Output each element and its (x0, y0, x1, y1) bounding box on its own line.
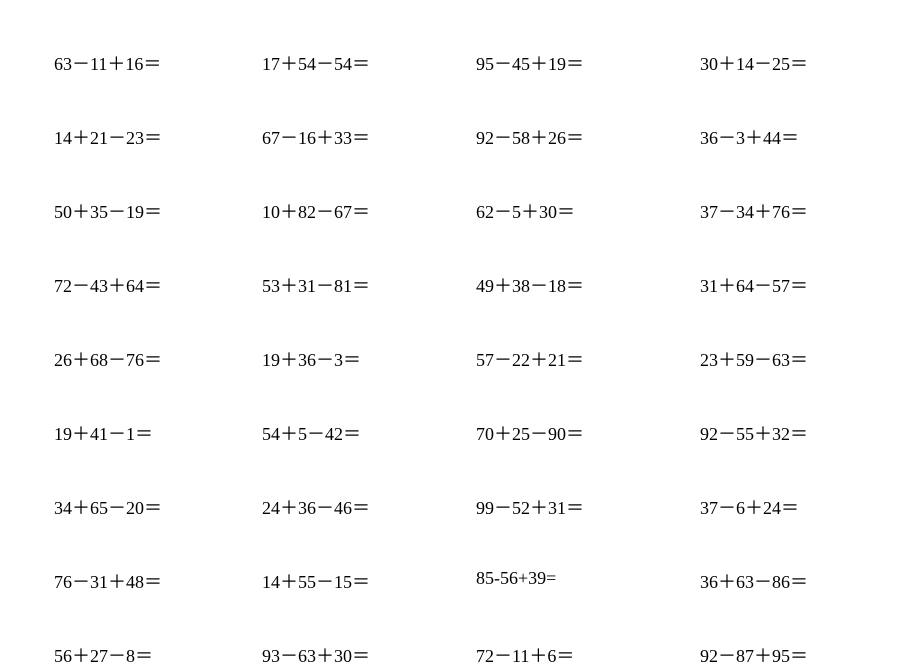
problem-cell: 31＋64－57＝ (700, 272, 808, 298)
problem-cell: 37－34＋76＝ (700, 198, 808, 224)
problem-cell: 99－52＋31＝ (476, 494, 700, 520)
problem-cell: 17＋54－54＝ (262, 50, 476, 76)
problem-cell: 72－43＋64＝ (54, 272, 262, 298)
row-2: 50＋35－19＝ 10＋82－67＝ 62－5＋30＝ 37－34＋76＝ (54, 198, 920, 224)
problem-cell: 53＋31－81＝ (262, 272, 476, 298)
row-0: 63－11＋16＝ 17＋54－54＝ 95－45＋19＝ 30＋14－25＝ (54, 50, 920, 76)
problem-cell: 92－58＋26＝ (476, 124, 700, 150)
row-7: 76－31＋48＝ 14＋55－15＝ 85-56+39= 36＋63－86＝ (54, 568, 920, 594)
problem-cell: 36－3＋44＝ (700, 124, 799, 150)
problem-cell: 50＋35－19＝ (54, 198, 262, 224)
row-6: 34＋65－20＝ 24＋36－46＝ 99－52＋31＝ 37－6＋24＝ (54, 494, 920, 520)
problem-cell: 63－11＋16＝ (54, 50, 262, 76)
problem-cell: 92－87＋95＝ (700, 642, 808, 668)
row-8: 56＋27－8＝ 93－63＋30＝ 72－11＋6＝ 92－87＋95＝ (54, 642, 920, 668)
problem-cell: 19＋41－1＝ (54, 420, 262, 446)
problem-cell: 49＋38－18＝ (476, 272, 700, 298)
problem-cell: 85-56+39= (476, 568, 700, 594)
row-5: 19＋41－1＝ 54＋5－42＝ 70＋25－90＝ 92－55＋32＝ (54, 420, 920, 446)
problem-cell: 19＋36－3＝ (262, 346, 476, 372)
problem-cell: 14＋55－15＝ (262, 568, 476, 594)
problem-cell: 76－31＋48＝ (54, 568, 262, 594)
problem-cell: 62－5＋30＝ (476, 198, 700, 224)
worksheet: 63－11＋16＝ 17＋54－54＝ 95－45＋19＝ 30＋14－25＝ … (0, 0, 920, 651)
problem-cell: 14＋21－23＝ (54, 124, 262, 150)
row-1: 14＋21－23＝ 67－16＋33＝ 92－58＋26＝ 36－3＋44＝ (54, 124, 920, 150)
row-4: 26＋68－76＝ 19＋36－3＝ 57－22＋21＝ 23＋59－63＝ (54, 346, 920, 372)
problem-cell: 70＋25－90＝ (476, 420, 700, 446)
problem-cell: 95－45＋19＝ (476, 50, 700, 76)
row-3: 72－43＋64＝ 53＋31－81＝ 49＋38－18＝ 31＋64－57＝ (54, 272, 920, 298)
problem-cell: 30＋14－25＝ (700, 50, 808, 76)
problem-cell: 23＋59－63＝ (700, 346, 808, 372)
problem-cell: 56＋27－8＝ (54, 642, 262, 668)
problem-cell: 37－6＋24＝ (700, 494, 799, 520)
problem-cell: 24＋36－46＝ (262, 494, 476, 520)
problem-cell: 57－22＋21＝ (476, 346, 700, 372)
problem-cell: 92－55＋32＝ (700, 420, 808, 446)
problem-cell: 26＋68－76＝ (54, 346, 262, 372)
problem-cell: 10＋82－67＝ (262, 198, 476, 224)
problem-cell: 93－63＋30＝ (262, 642, 476, 668)
problem-cell: 36＋63－86＝ (700, 568, 808, 594)
problem-cell: 54＋5－42＝ (262, 420, 476, 446)
problem-cell: 72－11＋6＝ (476, 642, 700, 668)
problem-cell: 34＋65－20＝ (54, 494, 262, 520)
problem-cell: 67－16＋33＝ (262, 124, 476, 150)
